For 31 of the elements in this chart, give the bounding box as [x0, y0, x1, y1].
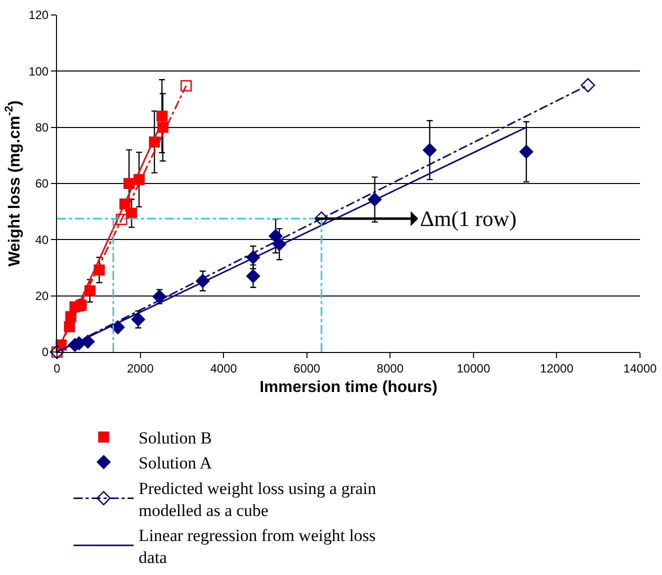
point	[519, 144, 534, 159]
point	[156, 110, 168, 122]
legend-label: Solution B	[138, 428, 212, 448]
y-tick-label: 120	[28, 8, 49, 22]
x-tick-label: 12000	[540, 361, 574, 376]
x-tick-label: 6000	[294, 361, 321, 376]
legend-label: Predicted weight loss using a grain modelled as a cube	[138, 478, 377, 520]
x-tick-label: 4000	[210, 361, 238, 376]
x-axis-title: Immersion time (hours)	[260, 379, 438, 396]
point	[246, 269, 260, 284]
point	[580, 78, 596, 92]
x-tick-label: 2000	[126, 361, 154, 376]
y-tick-label: 60	[35, 176, 49, 191]
point	[131, 312, 146, 327]
y-tick-label: 0	[42, 345, 49, 360]
y-tick-label: 20	[35, 289, 49, 304]
x-tick-label: 0	[54, 361, 61, 376]
point	[422, 142, 437, 158]
point	[116, 214, 128, 226]
point	[180, 80, 192, 92]
annotation: Δm(1 row)	[420, 206, 517, 231]
x-tick-label: 14000	[623, 361, 658, 376]
legend-label: Linear regression from weight loss data	[138, 526, 376, 568]
y-tick-label: 40	[35, 232, 49, 247]
legend-label: Solution A	[138, 454, 213, 473]
y-tick-label: 100	[28, 64, 49, 78]
x-tick-label: 10000	[456, 361, 490, 376]
point	[314, 211, 329, 226]
x-tick-label: 8000	[376, 361, 404, 376]
point	[268, 228, 283, 244]
y-tick-label: 80	[35, 120, 49, 135]
